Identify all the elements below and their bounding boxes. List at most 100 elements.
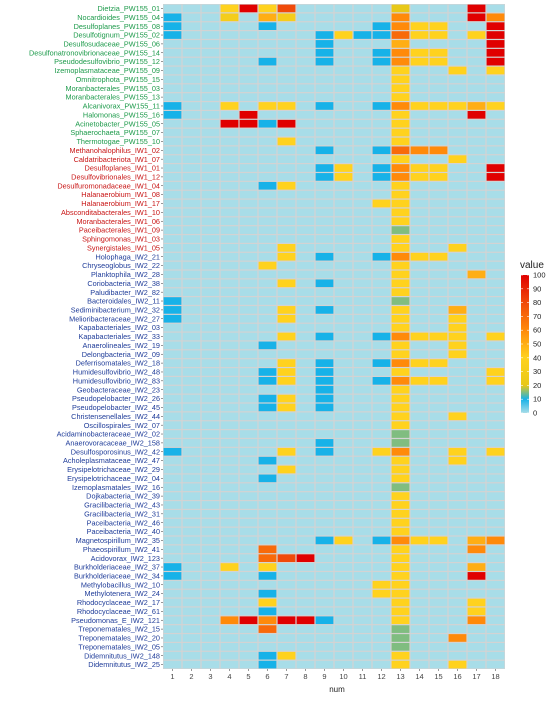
heatmap-cell <box>448 589 467 598</box>
heatmap-cell <box>296 616 315 625</box>
heatmap-cell <box>201 40 220 48</box>
heatmap-cell <box>315 84 334 93</box>
heatmap-cell <box>410 119 429 128</box>
heatmap-cell <box>239 31 258 39</box>
heatmap-cell <box>410 155 429 163</box>
heatmap-cell <box>391 40 410 48</box>
heatmap-cell <box>334 616 353 625</box>
heatmap-cell <box>467 128 486 137</box>
heatmap-cell <box>296 270 315 279</box>
heatmap-cell <box>391 13 410 22</box>
heatmap-cell <box>220 75 239 84</box>
heatmap-cell <box>467 288 486 296</box>
heatmap-cell <box>182 323 201 332</box>
heatmap-cell <box>334 643 353 651</box>
heatmap-cell <box>486 510 505 518</box>
heatmap-cell <box>182 616 201 625</box>
heatmap-cell <box>391 93 410 101</box>
heatmap-cell <box>182 208 201 217</box>
heatmap-cell <box>258 48 277 57</box>
heatmap-cell <box>334 456 353 465</box>
heatmap-cell <box>258 359 277 367</box>
heatmap-cell <box>448 483 467 492</box>
heatmap-cell <box>277 93 296 101</box>
heatmap-cell <box>486 332 505 341</box>
heatmap-cell <box>258 545 277 554</box>
heatmap-cell <box>201 554 220 562</box>
heatmap-cell <box>201 563 220 571</box>
heatmap-cell <box>315 474 334 483</box>
heatmap-cell <box>334 625 353 633</box>
heatmap-cell <box>296 545 315 554</box>
heatmap-cell <box>372 128 391 137</box>
heatmap-cell <box>467 252 486 261</box>
heatmap-cell <box>315 377 334 385</box>
heatmap-cell <box>239 332 258 341</box>
heatmap-cell <box>410 465 429 474</box>
heatmap-cell <box>277 510 296 518</box>
heatmap-cell <box>410 226 429 234</box>
heatmap-cell <box>277 102 296 110</box>
heatmap-cell <box>353 536 372 545</box>
heatmap-cell <box>201 173 220 181</box>
heatmap-cell <box>467 465 486 474</box>
heatmap-cell <box>372 341 391 350</box>
heatmap-cell <box>391 190 410 199</box>
heatmap-cell <box>448 93 467 101</box>
heatmap-cell <box>334 31 353 39</box>
heatmap-cell <box>334 226 353 234</box>
heatmap-cell <box>334 173 353 181</box>
heatmap-cell <box>429 439 448 447</box>
heatmap-cell <box>353 66 372 75</box>
heatmap-cell <box>201 394 220 403</box>
heatmap-cell <box>334 536 353 545</box>
heatmap-cell <box>467 93 486 101</box>
heatmap-cell <box>315 456 334 465</box>
heatmap-cell <box>334 128 353 137</box>
heatmap-cell <box>315 580 334 589</box>
heatmap-cell <box>429 447 448 456</box>
heatmap-cell <box>163 235 182 243</box>
heatmap-cell <box>277 155 296 163</box>
heatmap-cell <box>353 377 372 385</box>
heatmap-cell <box>334 545 353 554</box>
heatmap-cell <box>448 412 467 421</box>
heatmap-cell <box>315 501 334 509</box>
heatmap-cell <box>296 323 315 332</box>
heatmap-cell <box>448 75 467 84</box>
heatmap-cell <box>296 572 315 580</box>
heatmap-cell <box>239 22 258 30</box>
heatmap-cell <box>182 589 201 598</box>
heatmap-cell <box>163 510 182 518</box>
heatmap-cell <box>429 48 448 57</box>
heatmap-cell <box>334 235 353 243</box>
heatmap-cell <box>410 84 429 93</box>
row-label: Alcanivorax_PW155_11 <box>83 102 160 111</box>
heatmap-cell <box>201 128 220 137</box>
heatmap-cell <box>182 474 201 483</box>
heatmap-cell <box>467 439 486 447</box>
heatmap-cell <box>258 474 277 483</box>
heatmap-cell <box>467 270 486 279</box>
heatmap-cell <box>486 146 505 155</box>
heatmap-cell <box>296 57 315 66</box>
row-label: Caldatribacteriota_IW1_07 <box>74 155 160 164</box>
heatmap-cell <box>239 252 258 261</box>
heatmap-cell <box>353 412 372 421</box>
heatmap-cell <box>410 341 429 350</box>
heatmap-cell <box>277 279 296 288</box>
heatmap-cell <box>391 332 410 341</box>
heatmap-cell <box>467 492 486 500</box>
heatmap-cell <box>182 651 201 660</box>
heatmap-cell <box>372 297 391 305</box>
heatmap-cell <box>296 651 315 660</box>
heatmap-cell <box>182 93 201 101</box>
heatmap-cell <box>277 4 296 13</box>
heatmap-cell <box>486 430 505 438</box>
heatmap-cell <box>334 190 353 199</box>
heatmap-cell <box>372 332 391 341</box>
heatmap-cell <box>429 474 448 483</box>
heatmap-cell <box>315 111 334 119</box>
heatmap-cell <box>410 173 429 181</box>
